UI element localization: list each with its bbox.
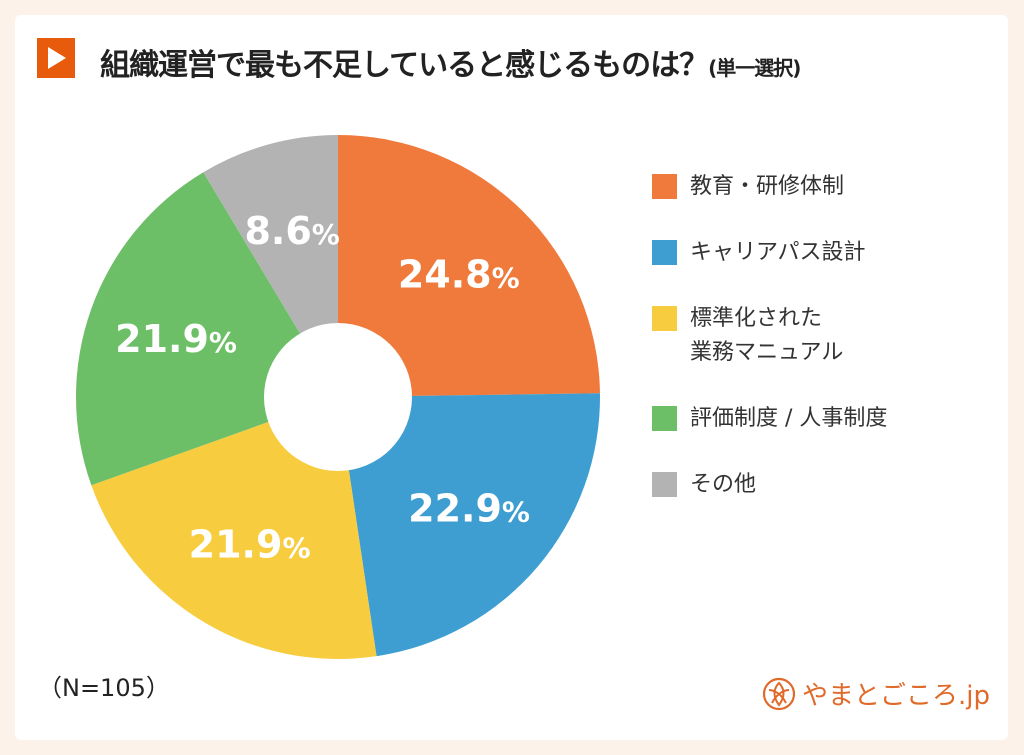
legend-swatch [652,306,677,331]
legend-swatch [652,174,677,199]
legend-swatch [652,240,677,265]
slice-data-label: 22.9% [408,486,530,530]
slice-data-label: 21.9% [189,523,311,567]
chart-title: 組織運営で最も不足していると感じるものは？(単一選択) [100,40,801,84]
legend-swatch [652,406,677,431]
legend-label: 評価制度 / 人事制度 [690,406,888,431]
title-main: 組織運営で最も不足していると感じるものは？ [100,48,709,83]
slice-data-label: 21.9% [115,317,237,361]
title-sub: (単一選択) [708,56,801,80]
pie-slice [338,393,601,657]
legend-label: 教育・研修体制 [690,174,845,199]
logo: やまとごころ.jp [762,675,990,712]
logo-text: やまとごころ.jp [802,681,990,711]
legend-swatch [652,472,677,497]
yamatogokoro-logo-icon [762,677,796,710]
slice-data-label: 24.8% [398,253,520,297]
sample-size: （N=105） [38,674,170,702]
play-triangle-icon [37,38,75,78]
legend-label: キャリアパス設計 [690,240,866,265]
legend-label: その他 [690,472,757,497]
legend-label: 標準化された 業務マニュアル [690,306,844,365]
pie-slice [338,135,600,397]
slice-data-label: 8.6% [244,209,339,253]
donut-hole [264,323,412,471]
